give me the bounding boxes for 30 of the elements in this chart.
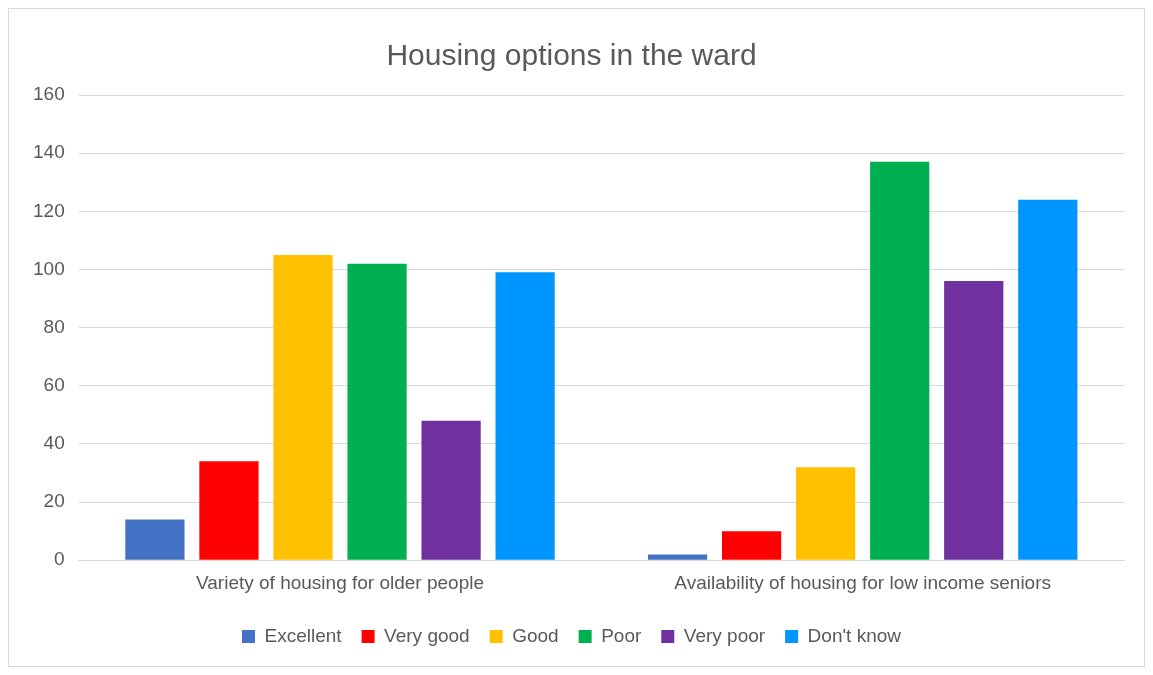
bar [722,531,782,560]
bar [347,263,407,560]
bar [273,254,333,560]
y-tick-label: 20 [43,490,65,512]
legend-label: Excellent [264,624,343,646]
x-tick-label: Variety of housing for older people [196,571,485,593]
bar [796,467,856,560]
bar [647,554,708,560]
bar [1018,199,1078,560]
y-tick-label: 0 [54,548,65,570]
x-tick-label: Availability of housing for low income seniors [674,571,1052,593]
bar [495,272,555,560]
y-tick-label: 40 [43,432,65,454]
y-tick-label: 160 [33,83,65,105]
y-tick-label: 100 [33,257,65,279]
legend-label: Very poor [683,624,766,646]
bar [421,420,481,560]
bar [944,281,1004,560]
y-tick-label: 80 [43,315,65,337]
legend-label: Poor [601,624,642,646]
legend-label: Don't know [807,624,902,646]
y-tick-label: 60 [43,373,65,395]
bar [199,461,259,560]
legend-label: Very good [384,624,470,646]
bar [125,519,185,560]
y-tick-label: 140 [33,141,65,163]
legend-label: Good [512,624,559,646]
y-tick-label: 120 [33,199,65,221]
bar [870,161,930,560]
chart-title: Housing options in the ward [386,38,757,72]
